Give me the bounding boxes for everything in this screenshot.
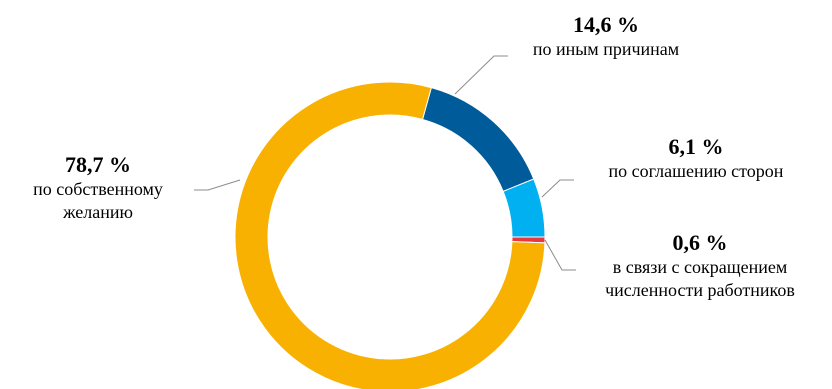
label-other: 14,6 % по иным причинам bbox=[506, 12, 706, 61]
value-label-other: 14,6 % bbox=[573, 12, 639, 37]
value-label-reduction: 0,6 % bbox=[672, 230, 728, 255]
leader-line-agreement bbox=[541, 179, 574, 198]
category-label-reduction-line2: численности работников bbox=[605, 279, 795, 300]
value-label-own: 78,7 % bbox=[65, 152, 131, 177]
slice-other bbox=[421, 87, 535, 193]
category-label-agreement: по соглашению сторон bbox=[608, 161, 784, 182]
leader-line-own bbox=[194, 179, 241, 191]
value-label-agreement: 6,1 % bbox=[668, 134, 724, 159]
label-reduction: 0,6 % в связи с сокращением численности … bbox=[570, 230, 830, 301]
category-label-own-line1: по собственному bbox=[33, 179, 163, 200]
label-own: 78,7 % по собственному желанию bbox=[0, 152, 196, 223]
leader-lines bbox=[194, 55, 576, 271]
leader-line-reduction bbox=[544, 239, 576, 271]
category-label-other: по иным причинам bbox=[532, 39, 680, 60]
label-agreement: 6,1 % по соглашению сторон bbox=[576, 134, 816, 183]
category-label-reduction-line1: в связи с сокращением bbox=[612, 257, 788, 278]
leader-line-other bbox=[454, 55, 508, 95]
donut-slices bbox=[234, 81, 546, 389]
category-label-own-line2: желанию bbox=[63, 201, 133, 222]
slice-own bbox=[234, 81, 546, 389]
